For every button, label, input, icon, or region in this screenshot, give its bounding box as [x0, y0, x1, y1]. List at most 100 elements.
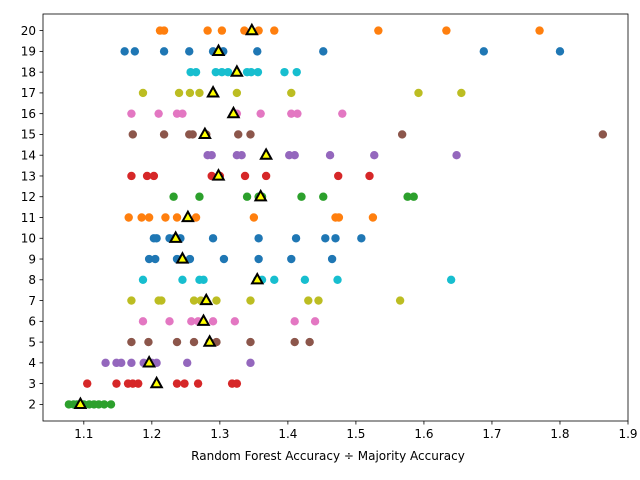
y-tick-label-3: 5	[28, 335, 36, 349]
highlight-marks	[73, 22, 274, 409]
scatter-point-s2-10	[195, 192, 204, 201]
scatter-point-s5-16	[397, 130, 407, 139]
scatter-point-s0-3	[185, 47, 194, 56]
scatter-point-s8-12	[211, 67, 220, 77]
highlight-triangle-2	[142, 355, 157, 368]
y-tick-label-12: 14	[21, 149, 36, 163]
scatter-point-s4-10	[207, 151, 216, 160]
x-tick-label-2: 1.3	[210, 427, 229, 441]
scatter-point-s1-13	[161, 213, 170, 222]
scatter-point-s3-5	[172, 379, 182, 388]
scatter-point-s6-15	[287, 109, 296, 118]
scatter-point-s4-8	[246, 358, 255, 368]
y-tick-label-6: 8	[28, 273, 36, 287]
scatter-point-s6-0	[138, 317, 148, 326]
y-tick-label-4: 6	[28, 315, 36, 329]
y-tick-label-10: 12	[21, 190, 36, 204]
scatter-point-s5-8	[305, 337, 314, 347]
x-tick-label-6: 1.7	[482, 427, 501, 441]
scatter-point-s6-16	[293, 109, 302, 118]
scatter-point-s1-9	[535, 26, 544, 35]
x-tick-label-7: 1.8	[550, 427, 569, 441]
scatter-point-s8-13	[217, 67, 227, 77]
scatter-point-s6-6	[230, 317, 240, 326]
scatter-point-s0-27	[254, 254, 263, 264]
scatter-point-s4-2	[117, 358, 126, 368]
scatter-point-s4-16	[370, 151, 379, 160]
scatter-point-s0-6	[253, 47, 262, 56]
scatter-point-s3-1	[112, 379, 121, 388]
scatter-point-s4-0	[101, 358, 110, 368]
scatter-point-s8-14	[223, 67, 233, 77]
y-axis-ticks: 2 3 4 5 6 7 8 9 10 11 12 13 14 15 16 17 18 19 20	[21, 24, 43, 412]
scatter-point-s4-3	[127, 358, 136, 368]
scatter-point-s5-2	[172, 337, 182, 347]
scatter-point-s5-3	[189, 337, 199, 347]
scatter-point-s3-0	[83, 379, 92, 388]
scatter-point-s7-16	[414, 88, 423, 98]
scatter-point-s3-15	[240, 171, 250, 181]
scatter-point-s2-14	[297, 192, 306, 201]
highlight-triangle-8	[168, 230, 183, 243]
y-tick-label-15: 17	[21, 86, 36, 100]
y-tick-label-2: 4	[28, 356, 36, 370]
scatter-point-s1-12	[144, 213, 154, 222]
x-tick-label-8: 1.9	[618, 427, 637, 441]
scatter-point-s1-18	[334, 213, 344, 222]
highlight-triangle-13	[197, 126, 212, 140]
scatter-point-s3-11	[142, 171, 152, 181]
scatter-point-s0-8	[479, 47, 488, 56]
scatter-point-s2-16	[403, 192, 412, 201]
scatter-point-s0-19	[331, 234, 340, 243]
scatter-point-s1-15	[191, 213, 201, 222]
scatter-point-s8-1	[178, 275, 187, 284]
scatter-point-s7-7	[304, 296, 313, 305]
scatter-point-s6-17	[338, 109, 347, 118]
y-tick-label-16: 18	[21, 65, 36, 79]
scatter-point-s0-11	[152, 234, 161, 243]
scatter-point-s2-17	[409, 192, 418, 201]
scatter-point-s8-11	[191, 67, 201, 77]
y-tick-label-18: 20	[21, 24, 36, 38]
scatter-point-s8-19	[292, 67, 301, 77]
scatter-point-s0-29	[327, 254, 337, 264]
scatter-point-s8-7	[300, 275, 310, 284]
scatter-point-s4-15	[325, 151, 335, 160]
y-tick-label-8: 10	[21, 232, 36, 246]
scatter-point-s0-22	[151, 254, 160, 264]
scatter-point-s1-7	[374, 26, 383, 35]
scatter-point-s5-14	[234, 130, 243, 139]
highlight-triangle-15	[206, 85, 220, 98]
scatter-point-s4-17	[452, 151, 461, 160]
scatter-point-s3-12	[149, 171, 159, 181]
scatter-point-s5-6	[246, 337, 255, 347]
scatter-point-s1-1	[159, 26, 169, 35]
scatter-point-s3-6	[180, 379, 189, 388]
scatter-point-s7-11	[174, 88, 184, 98]
x-tick-label-0: 1.1	[74, 427, 93, 441]
scatter-point-s2-7	[100, 400, 109, 409]
scatter-point-s3-17	[334, 171, 343, 181]
scatter-point-s7-12	[185, 88, 195, 98]
scatter-point-s0-26	[219, 254, 229, 264]
scatter-point-s3-7	[193, 379, 203, 388]
scatter-point-s0-2	[159, 47, 169, 56]
x-tick-label-3: 1.4	[278, 427, 297, 441]
highlight-triangle-0	[73, 396, 88, 409]
y-tick-label-1: 3	[28, 377, 36, 391]
highlight-triangle-12	[259, 147, 274, 160]
x-tick-label-1: 1.2	[142, 427, 161, 441]
scatter-point-s7-3	[189, 296, 199, 305]
scatter-point-s2-15	[319, 192, 328, 201]
scatter-point-s8-6	[270, 275, 279, 284]
highlight-triangle-10	[253, 188, 268, 202]
scatter-point-s7-9	[395, 296, 405, 305]
scatter-point-s2-11	[242, 192, 252, 201]
scatter-point-s2-8	[106, 400, 116, 409]
highlight-triangle-9	[180, 209, 195, 223]
scatter-point-s4-12	[237, 151, 246, 160]
scatter-point-s5-10	[159, 130, 169, 139]
highlight-triangle-11	[211, 168, 226, 181]
scatter-point-s5-15	[246, 130, 255, 139]
y-tick-label-17: 19	[21, 45, 36, 59]
